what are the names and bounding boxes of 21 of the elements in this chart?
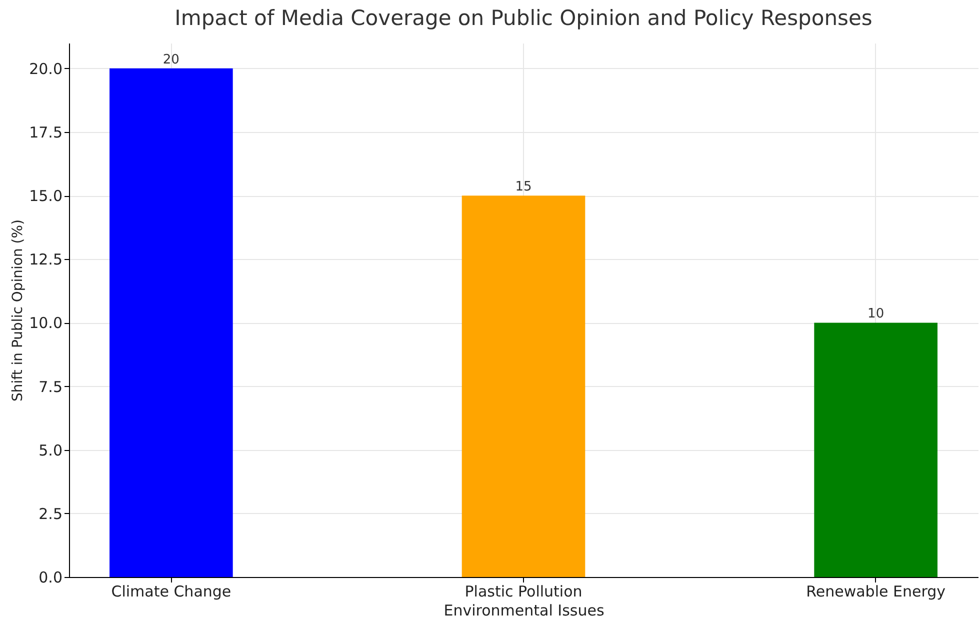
y-tick-label: 10.0 bbox=[29, 314, 62, 332]
y-tick-label: 0.0 bbox=[38, 568, 62, 586]
y-tick-label: 5.0 bbox=[38, 441, 62, 460]
y-tick-label: 20.0 bbox=[29, 60, 62, 78]
y-tick-label: 12.5 bbox=[29, 250, 62, 269]
data-label: 10 bbox=[868, 306, 884, 322]
bar bbox=[110, 68, 233, 577]
x-tick-label: Climate Change bbox=[111, 582, 232, 600]
data-label: 20 bbox=[162, 52, 180, 68]
y-tick-label: 15.0 bbox=[29, 187, 62, 206]
y-tick-label: 17.5 bbox=[29, 124, 62, 142]
y-tick-label: 7.5 bbox=[38, 378, 62, 396]
chart-title: Impact of Media Coverage on Public Opinion and Policy Responses bbox=[174, 6, 872, 30]
x-axis-title: Environmental Issues bbox=[444, 602, 604, 620]
bar bbox=[462, 196, 586, 577]
x-tick-label: Plastic Pollution bbox=[464, 582, 582, 600]
bar bbox=[814, 322, 938, 577]
y-axis-title: Shift in Public Opinion (%) bbox=[10, 219, 26, 402]
x-tick-label: Renewable Energy bbox=[806, 582, 946, 600]
y-tick-label: 2.5 bbox=[38, 504, 62, 523]
data-label: 15 bbox=[515, 180, 532, 195]
